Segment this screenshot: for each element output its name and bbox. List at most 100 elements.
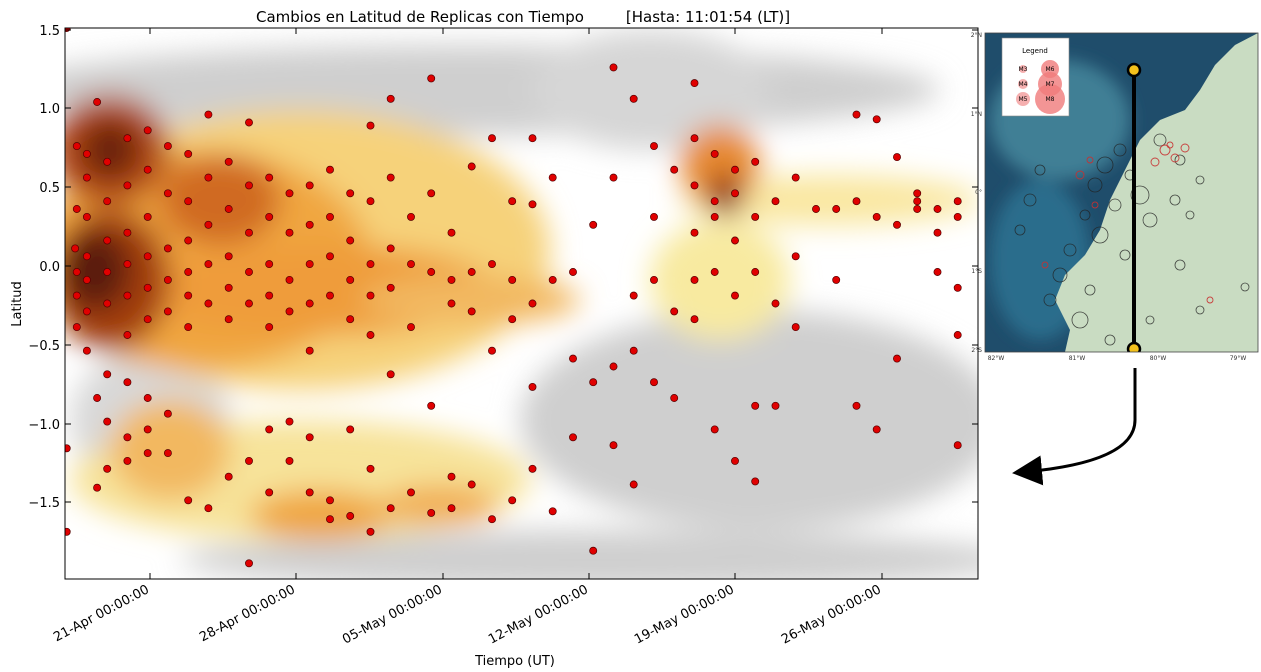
scatter-point (447, 472, 456, 481)
scatter-point (650, 378, 658, 387)
scatter-point (366, 291, 375, 300)
scatter-point (427, 268, 436, 276)
scatter-point (710, 149, 719, 158)
scatter-point (123, 433, 132, 442)
scatter-point (690, 134, 699, 143)
x-axis-label: Tiempo (UT) (474, 654, 555, 669)
scatter-point (650, 275, 658, 284)
scatter-point (285, 189, 294, 198)
scatter-point (285, 275, 294, 284)
scatter-point (771, 197, 780, 206)
chart-title: Cambios en Latitud de Replicas con Tiemp… (256, 8, 584, 26)
scatter-point (731, 236, 739, 245)
scatter-point (690, 275, 699, 284)
scatter-point (953, 283, 962, 292)
scatter-point (953, 197, 962, 206)
scatter-point (65, 444, 71, 453)
scatter-point (346, 315, 355, 324)
map-lat-label: 2°S (971, 347, 982, 354)
y-tick-label: 1.5 (39, 24, 60, 39)
scatter-point (123, 331, 132, 339)
scatter-point (123, 456, 132, 465)
scatter-point (82, 346, 91, 355)
scatter-point (812, 205, 820, 213)
map-lat-label: 1°N (971, 111, 982, 118)
scatter-point (427, 189, 436, 198)
scatter-point (751, 477, 760, 486)
scatter-point (528, 382, 537, 391)
scatter-point (143, 283, 152, 292)
scatter-point (326, 212, 334, 221)
scatter-point (123, 134, 132, 143)
scatter-point (791, 323, 800, 332)
scatter-point (569, 433, 577, 442)
scatter-point (447, 504, 456, 513)
scatter-point (508, 197, 517, 206)
scatter-point (82, 307, 91, 316)
scatter-point (265, 425, 274, 434)
x-tick-label: 19-May 00:00:00 (632, 582, 737, 647)
scatter-point (245, 268, 253, 276)
scatter-point (245, 181, 253, 190)
scatter-point (346, 236, 355, 245)
scatter-point (285, 307, 294, 316)
chart-title-note: [Hasta: 11:01:54 (LT)] (626, 8, 790, 26)
scatter-point (224, 315, 233, 324)
scatter-point (731, 165, 739, 174)
x-tick-label: 21-Apr 00:00:00 (51, 582, 152, 645)
scatter-point (82, 252, 91, 261)
scatter-point (245, 559, 253, 568)
scatter-point (893, 220, 901, 229)
scatter-point (690, 79, 699, 88)
scatter-point (346, 512, 355, 520)
scatter-point (103, 417, 112, 426)
scatter-point (548, 275, 557, 284)
y-tick-label: −0.5 (28, 339, 60, 354)
scatter-point (488, 515, 496, 524)
scatter-point (265, 212, 274, 221)
scatter-point (163, 142, 172, 151)
x-tick-label: 05-May 00:00:00 (340, 582, 445, 647)
scatter-point (872, 212, 881, 221)
scatter-point (245, 118, 253, 127)
scatter-point (508, 315, 517, 324)
scatter-point (710, 425, 719, 434)
map-lon-label: 80°W (1150, 355, 1167, 362)
scatter-point (893, 153, 901, 162)
y-tick-label: 0.5 (39, 181, 60, 196)
scatter-point (72, 205, 81, 213)
scatter-point (589, 546, 598, 555)
scatter-point (224, 252, 233, 261)
y-tick-label: −1.5 (28, 496, 60, 511)
scatter-point (326, 496, 334, 505)
scatter-point (184, 268, 193, 276)
x-tick-label: 26-May 00:00:00 (779, 582, 884, 647)
scatter-point (548, 173, 557, 182)
scatter-point (123, 228, 132, 237)
y-tick-label: −1.0 (28, 418, 60, 433)
y-tick-label: 0.0 (39, 260, 60, 275)
scatter-point (609, 63, 618, 72)
cross-section-start-marker (1126, 62, 1142, 78)
inset-map: Legend M3 M4 M5 M6 M7 M8 2°N 1°N 0° 1°S (971, 32, 1259, 362)
scatter-point (93, 394, 102, 402)
scatter-point (710, 212, 719, 221)
scatter-point (82, 212, 91, 221)
scatter-point (93, 483, 102, 492)
scatter-point (467, 268, 476, 276)
scatter-point (71, 244, 80, 253)
scatter-point (670, 165, 679, 174)
scatter-point (103, 370, 112, 379)
scatter-point (204, 504, 213, 513)
link-arrow (1012, 368, 1137, 486)
map-legend-item: M4 (1019, 81, 1028, 88)
scatter-point (609, 441, 618, 450)
scatter-point (629, 291, 638, 300)
scatter-point (326, 291, 334, 300)
scatter-point (913, 205, 922, 213)
scatter-point (72, 268, 81, 276)
scatter-point (346, 189, 355, 198)
scatter-point (285, 228, 294, 237)
map-legend: Legend M3 M4 M5 M6 M7 M8 (1001, 37, 1070, 117)
scatter-point (710, 268, 719, 276)
